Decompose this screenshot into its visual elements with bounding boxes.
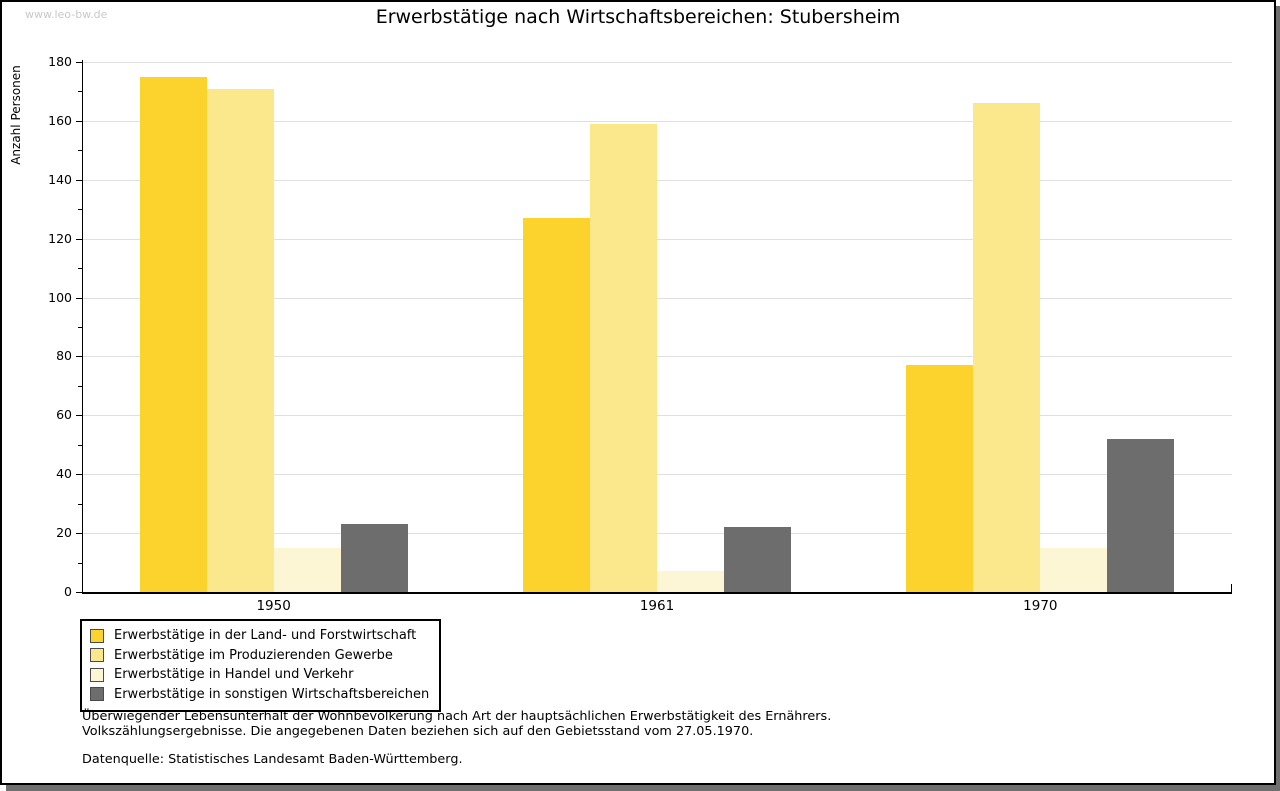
legend-label-3: Erwerbstätige in Handel und Verkehr xyxy=(114,667,354,683)
y-tick-110 xyxy=(78,268,82,270)
gridline-100 xyxy=(83,297,1232,299)
y-tick-10 xyxy=(78,562,82,564)
y-tick-label-20: 20 xyxy=(56,525,72,541)
y-tick-label-160: 160 xyxy=(48,112,72,128)
y-tick-150 xyxy=(78,150,82,152)
legend-label-1: Erwerbstätige in der Land- und Forstwirt… xyxy=(114,628,417,644)
bar-1950-series-2 xyxy=(206,88,274,592)
y-tick-100 xyxy=(76,297,82,299)
bar-1961-series-4 xyxy=(724,527,791,592)
legend-item-1: Erwerbstätige in der Land- und Forstwirt… xyxy=(90,626,429,646)
y-tick-label-100: 100 xyxy=(48,289,72,305)
y-tick-0 xyxy=(76,592,82,593)
gridline-140 xyxy=(83,179,1232,181)
data-source-text: Datenquelle: Statistisches Landesamt Bad… xyxy=(82,752,463,767)
y-tick-label-60: 60 xyxy=(56,407,72,423)
y-tick-label-0: 0 xyxy=(64,584,72,599)
y-tick-60 xyxy=(76,415,82,417)
bar-1970-series-2 xyxy=(973,103,1041,592)
gridline-80 xyxy=(83,356,1232,358)
y-tick-20 xyxy=(76,533,82,535)
y-axis-title: Anzahl Personen xyxy=(9,65,23,165)
y-tick-40 xyxy=(76,474,82,476)
bar-1950-series-4 xyxy=(340,524,408,592)
bar-1970-series-1 xyxy=(906,365,974,592)
bar-1961-series-1 xyxy=(523,218,590,592)
legend-swatch-2 xyxy=(90,648,104,663)
y-tick-160 xyxy=(76,120,82,122)
x-category-label-1970: 1970 xyxy=(1023,598,1058,614)
legend-item-3: Erwerbstätige in Handel und Verkehr xyxy=(90,665,429,685)
gridline-160 xyxy=(83,120,1232,122)
bar-1950-series-3 xyxy=(273,547,341,592)
legend-label-4: Erwerbstätige in sonstigen Wirtschaftsbe… xyxy=(114,686,430,702)
x-category-label-1950: 1950 xyxy=(256,598,291,614)
window-shadow-bottom xyxy=(6,785,1280,791)
plot-area: 0 20 40 60 80 100 120 140 160 180 1950 1961 1970 xyxy=(48,55,1232,614)
gridline-120 xyxy=(83,238,1232,240)
bar-1961-series-3 xyxy=(657,571,724,592)
x-axis-end-tick xyxy=(1231,584,1232,592)
y-axis-line xyxy=(82,60,83,592)
y-tick-130 xyxy=(78,209,82,211)
y-tick-170 xyxy=(78,91,82,93)
y-tick-120 xyxy=(76,238,82,240)
y-tick-label-140: 140 xyxy=(48,171,72,187)
x-axis-line xyxy=(82,592,1232,594)
y-tick-140 xyxy=(76,179,82,181)
bar-1970-series-3 xyxy=(1040,547,1108,592)
window-shadow-right xyxy=(1276,6,1280,791)
legend-item-4: Erwerbstätige in sonstigen Wirtschaftsbe… xyxy=(90,685,429,705)
legend-swatch-4 xyxy=(90,687,104,702)
legend-swatch-3 xyxy=(90,667,104,682)
gridline-180 xyxy=(83,62,1232,63)
y-tick-label-180: 180 xyxy=(48,54,72,69)
gridline-40 xyxy=(83,474,1232,476)
legend-swatch-1 xyxy=(90,628,104,643)
bar-1970-series-4 xyxy=(1107,438,1175,592)
gridline-60 xyxy=(83,415,1232,417)
chart-title: Erwerbstätige nach Wirtschaftsbereichen:… xyxy=(375,6,901,28)
footnote-line-1: Überwiegender Lebensunterhalt der Wohnbe… xyxy=(82,709,832,724)
y-tick-label-80: 80 xyxy=(56,348,72,364)
bar-1961-series-2 xyxy=(590,123,657,592)
legend-box: Erwerbstätige in der Land- und Forstwirt… xyxy=(80,619,442,712)
footnote-line-2: Volkszählungsergebnisse. Die angegebenen… xyxy=(82,723,754,739)
y-tick-50 xyxy=(78,444,82,446)
y-tick-80 xyxy=(76,356,82,358)
y-tick-30 xyxy=(78,503,82,505)
y-tick-label-40: 40 xyxy=(56,466,72,482)
legend-item-2: Erwerbstätige im Produzierenden Gewerbe xyxy=(90,646,429,666)
y-tick-180 xyxy=(76,62,82,63)
gridline-20 xyxy=(83,533,1232,535)
y-tick-label-120: 120 xyxy=(48,230,72,246)
y-tick-90 xyxy=(78,327,82,328)
leo-bw-watermark: www.leo-bw.de xyxy=(25,8,108,21)
footnote-text: Überwiegender Lebensunterhalt der Wohnbe… xyxy=(82,709,832,739)
legend-label-2: Erwerbstätige im Produzierenden Gewerbe xyxy=(114,647,393,663)
y-tick-70 xyxy=(78,385,82,387)
bar-1950-series-1 xyxy=(139,76,207,592)
x-category-label-1961: 1961 xyxy=(639,598,675,614)
